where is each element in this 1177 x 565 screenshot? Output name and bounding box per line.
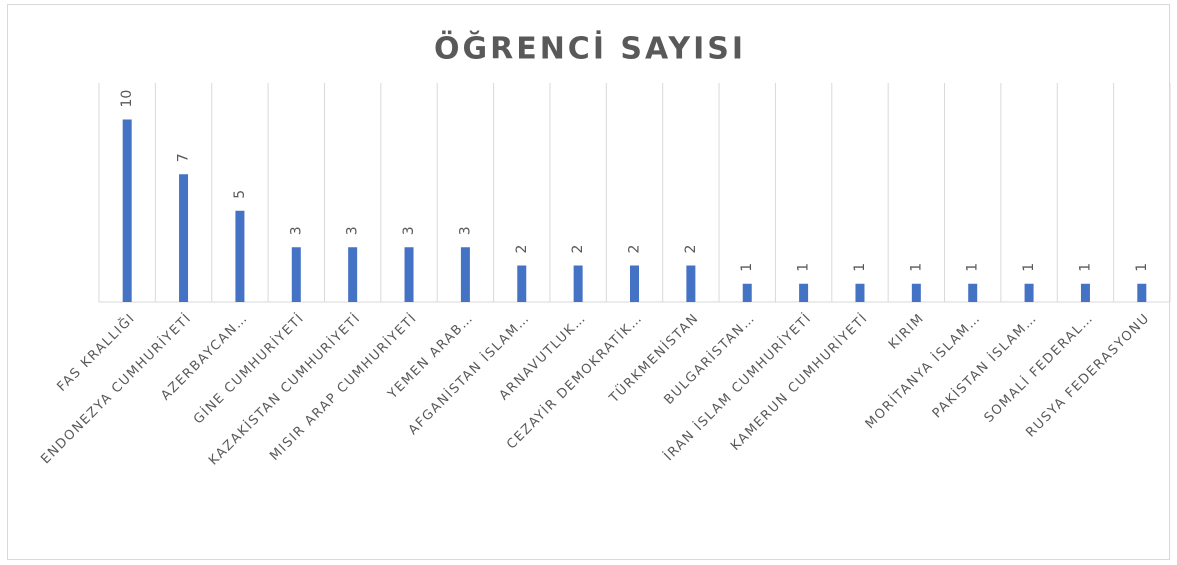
data-label: 3	[288, 226, 304, 235]
data-label: 7	[176, 153, 192, 162]
data-label: 3	[345, 226, 361, 235]
data-label: 1	[796, 263, 812, 272]
data-label: 2	[627, 245, 643, 254]
bar	[179, 174, 189, 302]
data-label: 1	[852, 263, 868, 272]
data-label: 2	[683, 245, 699, 254]
bar	[573, 265, 583, 302]
data-label: 3	[457, 226, 473, 235]
bar	[1024, 283, 1034, 302]
bar	[799, 283, 809, 302]
bar	[630, 265, 639, 302]
chart-title: ÖĞRENCİ SAYISI	[434, 30, 746, 67]
data-label: 1	[1134, 263, 1150, 272]
bar	[235, 210, 245, 302]
bar	[1137, 283, 1147, 302]
bar	[291, 247, 301, 302]
chart-frame	[7, 4, 1170, 560]
bar	[460, 247, 470, 302]
bar	[742, 283, 752, 302]
data-label: 1	[1021, 263, 1037, 272]
data-label: 3	[401, 226, 417, 235]
bar	[911, 283, 921, 302]
data-label: 1	[739, 263, 755, 272]
bar	[122, 119, 132, 302]
data-label: 10	[119, 90, 135, 108]
bar	[517, 265, 527, 302]
bar	[1080, 283, 1090, 302]
data-label: 2	[570, 245, 586, 254]
data-label: 1	[965, 263, 981, 272]
data-label: 1	[1077, 263, 1093, 272]
bar	[686, 265, 696, 302]
data-label: 1	[908, 263, 924, 272]
data-label: 2	[514, 245, 530, 254]
data-label: 5	[232, 190, 248, 199]
bar	[348, 247, 358, 302]
bar	[968, 283, 978, 302]
bar	[855, 283, 865, 302]
bar	[404, 247, 414, 302]
